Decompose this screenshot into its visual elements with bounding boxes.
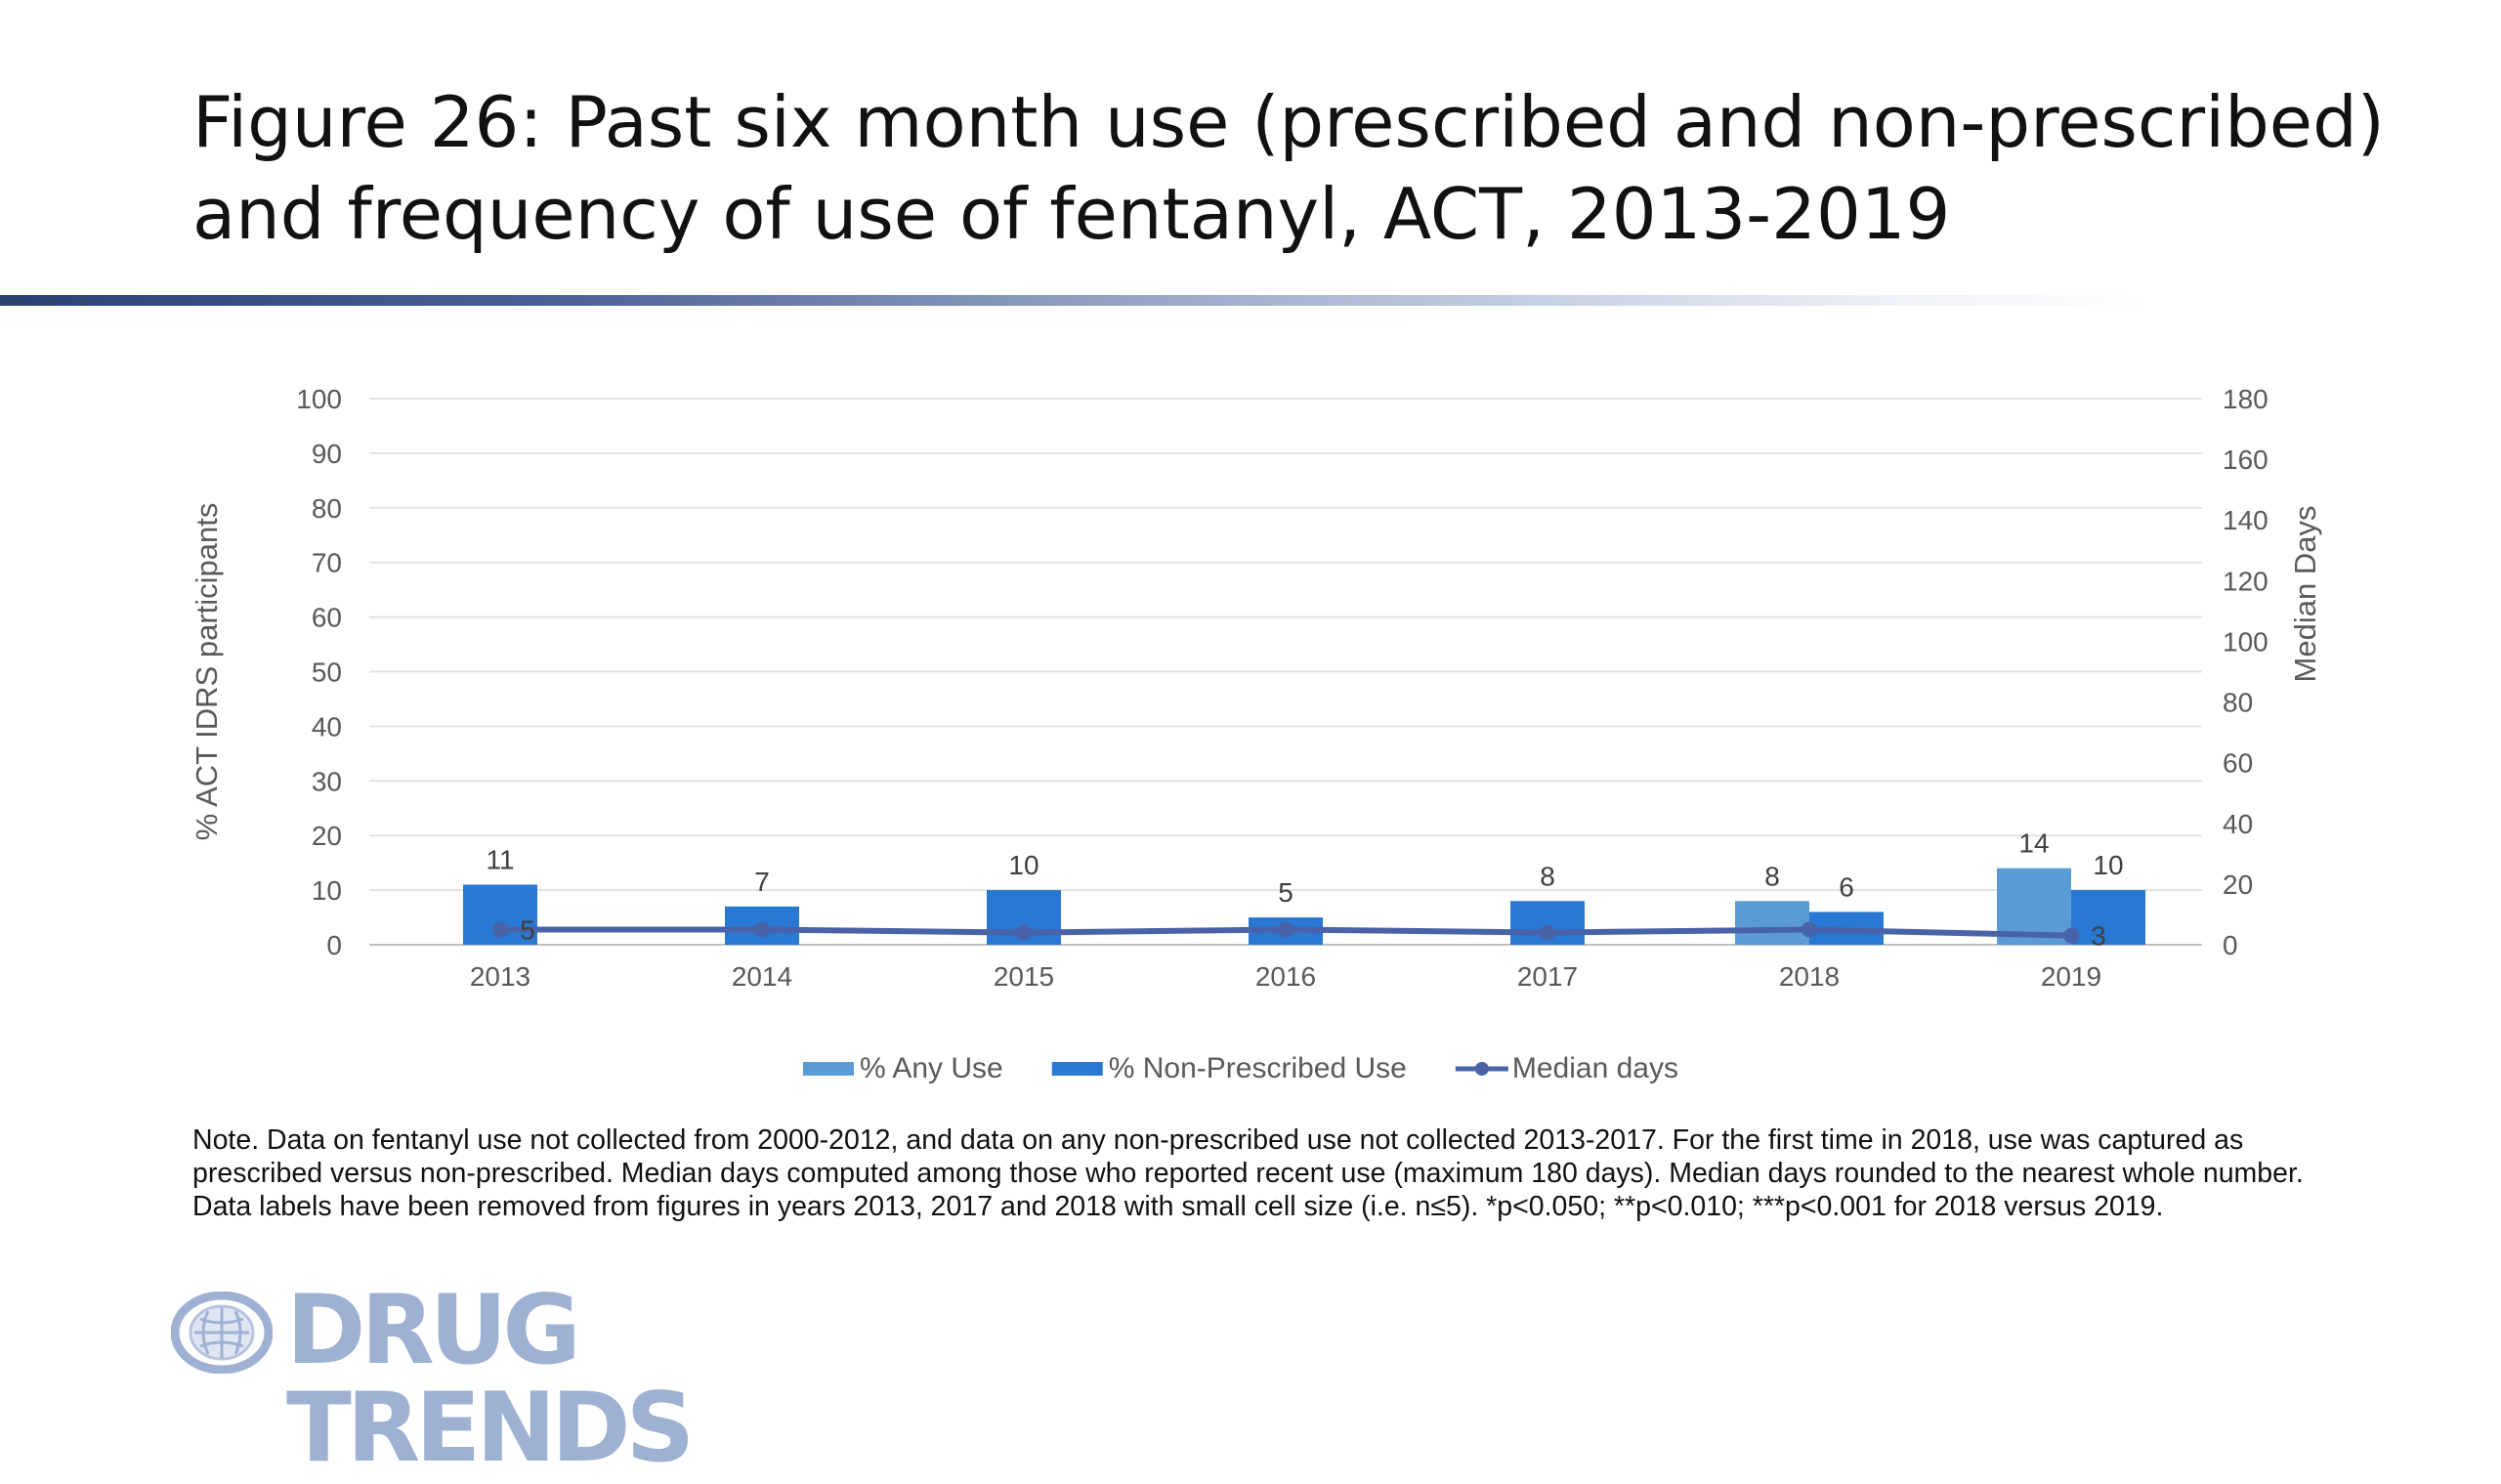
y-tick-label: 60 — [312, 603, 342, 633]
y-axis-title: % ACT IDRS participants — [190, 503, 224, 841]
y-tick-label: 90 — [312, 439, 342, 469]
y2-tick-label: 140 — [2223, 505, 2268, 535]
x-tick-label: 2014 — [732, 961, 792, 992]
y2-axis-title: Median Days — [2288, 506, 2322, 683]
legend[interactable]: % Any Use % Non-Prescribed Use Median days — [803, 1052, 1678, 1084]
x-tick-label: 2015 — [994, 961, 1054, 992]
gridlines — [369, 398, 2202, 946]
y2-tick-label: 120 — [2223, 566, 2268, 596]
slide-title: Figure 26: Past six month use (prescribe… — [192, 76, 2400, 260]
x-tick-label: 2018 — [1779, 961, 1840, 992]
y2-tick-label: 100 — [2223, 626, 2268, 657]
legend-swatch — [1051, 1062, 1103, 1076]
x-tick-label: 2013 — [470, 961, 530, 992]
bar-data-label: 10 — [2093, 850, 2123, 880]
non-prescribed-bar — [2071, 890, 2145, 945]
legend-item[interactable]: % Non-Prescribed Use — [1109, 1052, 1407, 1084]
bar-data-label: 8 — [1764, 861, 1780, 891]
y2-tick-label: 20 — [2223, 869, 2253, 900]
any-use-bar — [1735, 901, 1809, 945]
bar-data-label: 6 — [1839, 871, 1854, 902]
legend-item[interactable]: Median days — [1512, 1052, 1678, 1084]
y-tick-label: 40 — [312, 711, 342, 742]
bar-data-label: 11 — [486, 845, 514, 875]
axes: 0 10 20 30 40 50 60 70 80 90 100 0 20 40 60 80 100 120 140… — [190, 384, 2322, 992]
y-tick-label: 20 — [312, 821, 342, 851]
y-tick-label: 80 — [312, 493, 342, 524]
median-days-point — [1016, 924, 1032, 941]
median-days-point — [754, 921, 770, 938]
median-days-point — [2063, 927, 2079, 944]
x-tick-label: 2016 — [1255, 961, 1316, 992]
drug-trends-logo: DRUG TRENDS — [171, 1282, 992, 1477]
bars — [463, 868, 2145, 945]
legend-swatch — [803, 1062, 854, 1076]
x-tick-label: 2019 — [2041, 961, 2101, 992]
y-tick-label: 50 — [312, 657, 342, 688]
bar-data-label: 14 — [2018, 828, 2049, 859]
x-tick-label: 2017 — [1517, 961, 1578, 992]
slide-title-line1: Figure 26: Past six month use (prescribe… — [192, 81, 2385, 163]
logo-wordmark: DRUG TRENDS — [286, 1275, 695, 1484]
y2-tick-label: 0 — [2223, 930, 2238, 960]
data-labels: 11 7 10 5 8 8 6 14 10 5 3 — [486, 828, 2123, 952]
bar-data-label: 7 — [754, 867, 770, 897]
bar-data-label: 8 — [1540, 861, 1555, 891]
median-days-point — [492, 921, 508, 938]
line-data-label: 5 — [520, 914, 535, 945]
line-data-label: 3 — [2091, 921, 2106, 952]
y2-tick-label: 80 — [2223, 688, 2253, 718]
median-days-point — [1802, 921, 1817, 938]
median-days-point — [1540, 924, 1555, 941]
y-tick-label: 0 — [326, 930, 342, 960]
y2-tick-label: 40 — [2223, 809, 2253, 839]
y-tick-label: 70 — [312, 548, 342, 578]
legend-item[interactable]: % Any Use — [860, 1052, 1003, 1084]
fentanyl-use-chart: 11 7 10 5 8 8 6 14 10 5 3 0 10 20 30 40 50 60 70 80 90 100 0 2… — [190, 384, 2322, 1084]
legend-swatch-marker — [1474, 1062, 1489, 1076]
y2-tick-label: 60 — [2223, 748, 2253, 779]
slide-title-line2: and frequency of use of fentanyl, ACT, 2… — [192, 173, 1951, 255]
figure-note: Note. Data on fentanyl use not collected… — [192, 1124, 2304, 1222]
title-divider — [0, 295, 2149, 306]
bar-data-label: 5 — [1278, 877, 1293, 908]
bar-data-label: 10 — [1008, 850, 1039, 880]
y-tick-label: 100 — [296, 384, 342, 414]
globe-icon — [171, 1292, 273, 1374]
median-days-point — [1278, 921, 1293, 938]
y-tick-label: 30 — [312, 766, 342, 796]
y2-tick-label: 180 — [2223, 384, 2268, 414]
median-days-line — [492, 921, 2079, 944]
y2-tick-label: 160 — [2223, 445, 2268, 475]
y-tick-label: 10 — [312, 875, 342, 906]
